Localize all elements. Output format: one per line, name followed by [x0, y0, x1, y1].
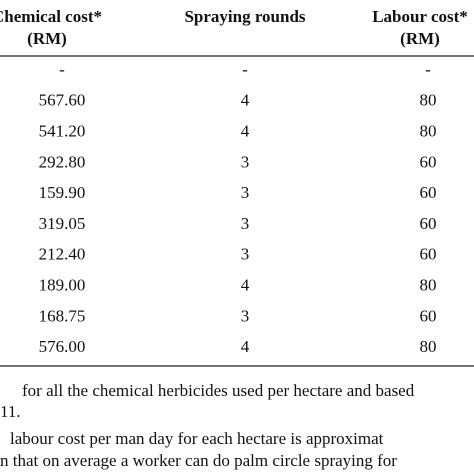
column-header: Labour cost*	[372, 7, 468, 26]
table-cell: 541.20	[39, 122, 86, 141]
table-cell: 159.90	[39, 183, 86, 202]
footnote: for all the chemical herbicides used per…	[22, 381, 415, 400]
table-cell: 212.40	[39, 245, 86, 264]
table-cell: 3	[241, 245, 250, 264]
table-cell: 60	[420, 306, 437, 325]
table-cell: 80	[420, 122, 437, 141]
table-cell: 189.00	[39, 276, 86, 295]
table-cell: -	[59, 60, 65, 79]
footnote: labour cost per man day for each hectare…	[10, 429, 384, 448]
table-cell: 168.75	[39, 306, 86, 325]
column-header: Chemical cost*	[0, 7, 102, 26]
table-cell: 4	[241, 91, 250, 110]
table-cell: 567.60	[39, 91, 86, 110]
table-cell: 576.00	[39, 337, 86, 356]
table-cell: 3	[241, 152, 250, 171]
table-cell: 3	[241, 306, 250, 325]
table-cell: 60	[420, 214, 437, 233]
table-cell: 4	[241, 276, 250, 295]
table-cell: 80	[420, 276, 437, 295]
table-cell: 292.80	[39, 152, 86, 171]
table-cell: -	[425, 60, 431, 79]
table-cell: 60	[420, 245, 437, 264]
table-cell: 3	[241, 183, 250, 202]
table-cell: 80	[420, 91, 437, 110]
table-cell: 3	[241, 214, 250, 233]
footnote: 11.	[0, 402, 21, 421]
table-cell: 60	[420, 152, 437, 171]
column-header: (RM)	[27, 29, 67, 48]
column-header: (RM)	[400, 29, 440, 48]
table-cell: 4	[241, 122, 250, 141]
table-cell: 4	[241, 337, 250, 356]
table-cell: 80	[420, 337, 437, 356]
table-cell: 319.05	[39, 214, 86, 233]
table-cell: 60	[420, 183, 437, 202]
column-header: Spraying rounds	[184, 7, 305, 26]
footnote: n that on average a worker can do palm c…	[0, 451, 397, 470]
table-cell: -	[242, 60, 248, 79]
